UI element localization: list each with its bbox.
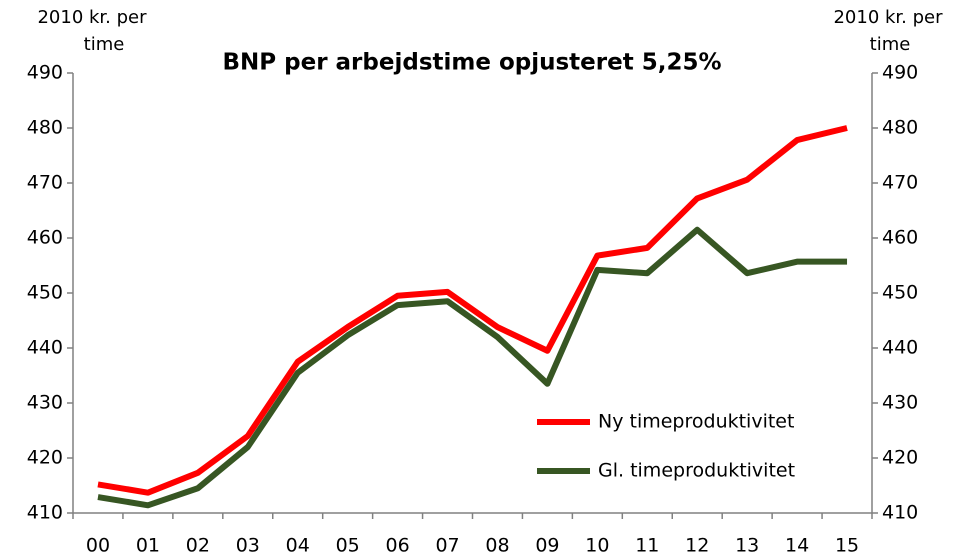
x-tick-label: 10	[585, 535, 609, 556]
y-tick-label: 430	[27, 392, 63, 414]
x-tick-label: 05	[336, 535, 360, 556]
y2-tick-label: 440	[882, 337, 918, 359]
x-tick-label: 08	[485, 535, 509, 556]
y-tick-label: 460	[27, 227, 63, 249]
x-tick-label: 09	[535, 535, 559, 556]
series-line	[97, 125, 848, 496]
x-tick-label: 11	[635, 535, 659, 556]
x-tick-label: 15	[835, 535, 859, 556]
y-tick-label: 420	[27, 447, 63, 469]
x-tick-label: 06	[386, 535, 410, 556]
x-tick-label: 07	[435, 535, 459, 556]
x-tick-label: 01	[136, 535, 160, 556]
y2-tick-label: 490	[882, 62, 918, 84]
x-tick-label: 13	[735, 535, 759, 556]
y2-tick-label: 450	[882, 282, 918, 304]
y-tick-label: 410	[27, 502, 63, 524]
y-tick-label: 470	[27, 172, 63, 194]
series-line	[97, 226, 848, 509]
x-tick-label: 04	[286, 535, 310, 556]
x-tick-label: 03	[236, 535, 260, 556]
x-tick-label: 00	[86, 535, 110, 556]
y2-tick-label: 460	[882, 227, 918, 249]
y2-axis-label: time	[870, 34, 911, 55]
chart-title: BNP per arbejdstime opjusteret 5,25%	[222, 50, 721, 76]
y2-tick-label: 470	[882, 172, 918, 194]
x-tick-label: 14	[785, 535, 809, 556]
y-tick-label: 480	[27, 117, 63, 139]
y-tick-label: 490	[27, 62, 63, 84]
x-tick-label: 12	[685, 535, 709, 556]
y-axis-label: 2010 kr. per	[37, 7, 147, 28]
y2-tick-label: 430	[882, 392, 918, 414]
y2-tick-label: 410	[882, 502, 918, 524]
y-tick-label: 450	[27, 282, 63, 304]
y-tick-label: 440	[27, 337, 63, 359]
legend-label: Ny timeproduktivitet	[598, 411, 794, 433]
y2-tick-label: 480	[882, 117, 918, 139]
y2-axis-label: 2010 kr. per	[833, 7, 943, 28]
legend-label: Gl. timeproduktivitet	[598, 460, 795, 482]
y-axis-label: time	[84, 34, 125, 55]
y2-tick-label: 420	[882, 447, 918, 469]
x-tick-label: 02	[186, 535, 210, 556]
